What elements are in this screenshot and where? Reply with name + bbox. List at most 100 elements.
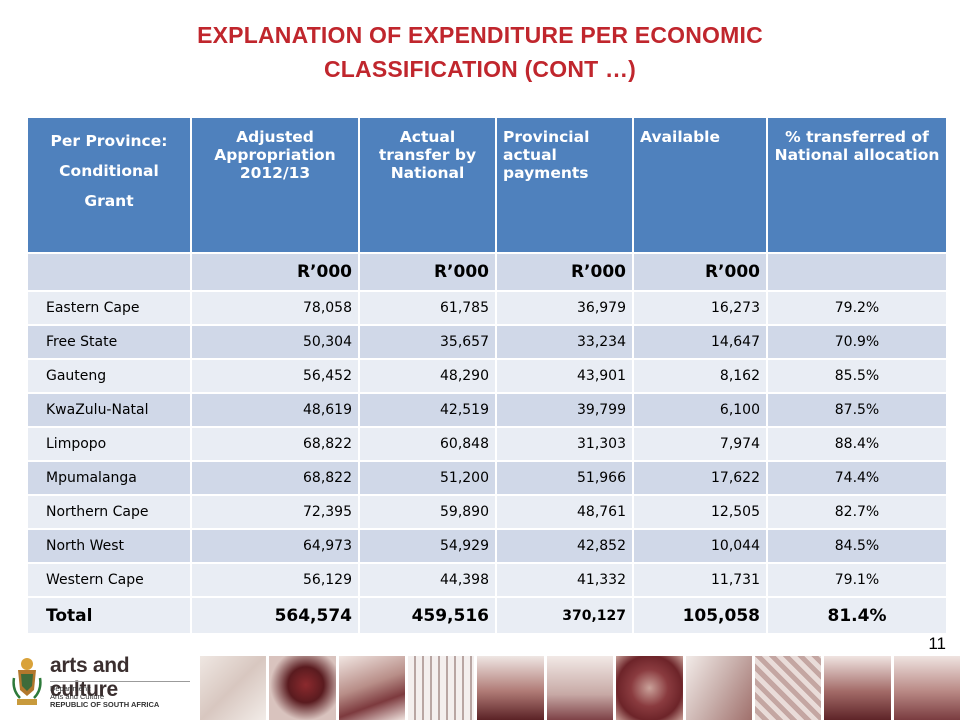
- logo-dept-line-1: Department:: [50, 684, 92, 693]
- coat-of-arms-icon: [12, 658, 42, 705]
- cell-adjusted: 68,822: [191, 426, 360, 461]
- cell-actual-transfer: 59,890: [359, 494, 497, 529]
- units-cell: R’000: [191, 252, 360, 291]
- units-cell: R’000: [359, 252, 497, 291]
- table-row: Mpumalanga 68,822 51,200 51,966 17,622 74.4%: [28, 460, 946, 495]
- header-adjusted-appropriation: Adjusted Appropriation 2012/13: [191, 118, 360, 253]
- units-row: R’000 R’000 R’000 R’000: [28, 252, 946, 291]
- cell-province: Northern Cape: [28, 494, 192, 529]
- units-cell: R’000: [496, 252, 634, 291]
- cell-provincial-payments: 39,799: [496, 392, 634, 427]
- cell-available: 11,731: [633, 562, 768, 597]
- cell-pct-transferred: 85.5%: [767, 358, 946, 393]
- footer-image-beadwork: [616, 656, 683, 720]
- logo-name: arts and culture: [50, 654, 130, 701]
- total-row: Total 564,574 459,516 370,127 105,058 81.4%: [28, 596, 946, 633]
- cell-pct-transferred: 88.4%: [767, 426, 946, 461]
- table-row: Free State 50,304 35,657 33,234 14,647 70.9%: [28, 324, 946, 359]
- table-header-row: Per Province: Conditional Grant Adjusted…: [28, 118, 946, 253]
- cell-available: 7,974: [633, 426, 768, 461]
- cell-actual-transfer: 35,657: [359, 324, 497, 359]
- cell-pct-transferred: 79.2%: [767, 290, 946, 325]
- cell-provincial-payments: 31,303: [496, 426, 634, 461]
- total-label: Total: [28, 596, 192, 633]
- total-pct-transferred: 81.4%: [767, 596, 946, 633]
- slide-title-line-1: EXPLANATION OF EXPENDITURE PER ECONOMIC: [197, 22, 763, 48]
- cell-pct-transferred: 82.7%: [767, 494, 946, 529]
- logo-dept-line-3: REPUBLIC OF SOUTH AFRICA: [50, 700, 160, 709]
- cell-provincial-payments: 48,761: [496, 494, 634, 529]
- cell-actual-transfer: 60,848: [359, 426, 497, 461]
- footer-image-film-reel: [269, 656, 336, 720]
- footer-image-dancers: [546, 656, 614, 720]
- table-row: Eastern Cape 78,058 61,785 36,979 16,273 79.2…: [28, 290, 946, 325]
- table-row: Limpopo 68,822 60,848 31,303 7,974 88.4%: [28, 426, 946, 461]
- header-pct-transferred: % transferred of National allocation: [767, 118, 946, 253]
- cell-adjusted: 68,822: [191, 460, 360, 495]
- units-cell-empty: [28, 252, 192, 291]
- cell-province: KwaZulu-Natal: [28, 392, 192, 427]
- slide-title: EXPLANATION OF EXPENDITURE PER ECONOMIC …: [0, 18, 960, 86]
- footer-image-family: [893, 656, 960, 720]
- expenditure-table: Per Province: Conditional Grant Adjusted…: [28, 118, 946, 633]
- cell-provincial-payments: 36,979: [496, 290, 634, 325]
- cell-available: 14,647: [633, 324, 768, 359]
- table-row: KwaZulu-Natal 48,619 42,519 39,799 6,100 87.5…: [28, 392, 946, 427]
- cell-adjusted: 72,395: [191, 494, 360, 529]
- logo-divider: [50, 681, 190, 682]
- cell-available: 17,622: [633, 460, 768, 495]
- cell-available: 10,044: [633, 528, 768, 563]
- table-row: Gauteng 56,452 48,290 43,901 8,162 85.5%: [28, 358, 946, 393]
- footer-banner: arts and culture Department: Arts and Cu…: [0, 652, 960, 720]
- table-row: North West 64,973 54,929 42,852 10,044 84.5%: [28, 528, 946, 563]
- cell-actual-transfer: 54,929: [359, 528, 497, 563]
- cell-provincial-payments: 42,852: [496, 528, 634, 563]
- cell-provincial-payments: 51,966: [496, 460, 634, 495]
- cell-pct-transferred: 79.1%: [767, 562, 946, 597]
- page-number: 11: [928, 634, 946, 653]
- cell-adjusted: 50,304: [191, 324, 360, 359]
- header-province-line-3: Grant: [84, 192, 134, 210]
- cell-actual-transfer: 44,398: [359, 562, 497, 597]
- cell-actual-transfer: 51,200: [359, 460, 497, 495]
- cell-province: Mpumalanga: [28, 460, 192, 495]
- cell-province: Gauteng: [28, 358, 192, 393]
- table-row: Northern Cape 72,395 59,890 48,761 12,505 82.…: [28, 494, 946, 529]
- cell-province: Western Cape: [28, 562, 192, 597]
- total-provincial-payments: 370,127: [496, 596, 634, 633]
- cell-pct-transferred: 74.4%: [767, 460, 946, 495]
- cell-available: 12,505: [633, 494, 768, 529]
- header-province: Per Province: Conditional Grant: [28, 118, 192, 253]
- cell-pct-transferred: 87.5%: [767, 392, 946, 427]
- header-actual-transfer: Actual transfer by National: [359, 118, 497, 253]
- cell-actual-transfer: 42,519: [359, 392, 497, 427]
- footer-image-pattern: [754, 656, 822, 720]
- table-row: Western Cape 56,129 44,398 41,332 11,731 79.1…: [28, 562, 946, 597]
- cell-available: 6,100: [633, 392, 768, 427]
- cell-provincial-payments: 43,901: [496, 358, 634, 393]
- footer-image-saxophone: [477, 656, 544, 720]
- cell-province: Free State: [28, 324, 192, 359]
- cell-adjusted: 48,619: [191, 392, 360, 427]
- cell-province: Eastern Cape: [28, 290, 192, 325]
- cell-available: 16,273: [633, 290, 768, 325]
- footer-image-musician: [824, 656, 891, 720]
- units-cell-empty: [767, 252, 946, 291]
- cell-province: Limpopo: [28, 426, 192, 461]
- cell-pct-transferred: 70.9%: [767, 324, 946, 359]
- cell-adjusted: 56,129: [191, 562, 360, 597]
- cell-actual-transfer: 48,290: [359, 358, 497, 393]
- footer-image-keyboard: [408, 656, 475, 720]
- department-logo: arts and culture Department: Arts and Cu…: [8, 652, 193, 720]
- cell-actual-transfer: 61,785: [359, 290, 497, 325]
- footer-image-manuscript: [200, 656, 267, 720]
- slide-title-line-2: CLASSIFICATION (CONT …): [323, 56, 637, 82]
- header-available: Available: [633, 118, 768, 253]
- logo-dept-line-2: Arts and Culture: [50, 692, 105, 701]
- cell-adjusted: 56,452: [191, 358, 360, 393]
- header-province-line-1: Per Province:: [50, 132, 168, 150]
- cell-adjusted: 78,058: [191, 290, 360, 325]
- header-provincial-payments: Provincial actual payments: [496, 118, 634, 253]
- total-actual-transfer: 459,516: [359, 596, 497, 633]
- cell-adjusted: 64,973: [191, 528, 360, 563]
